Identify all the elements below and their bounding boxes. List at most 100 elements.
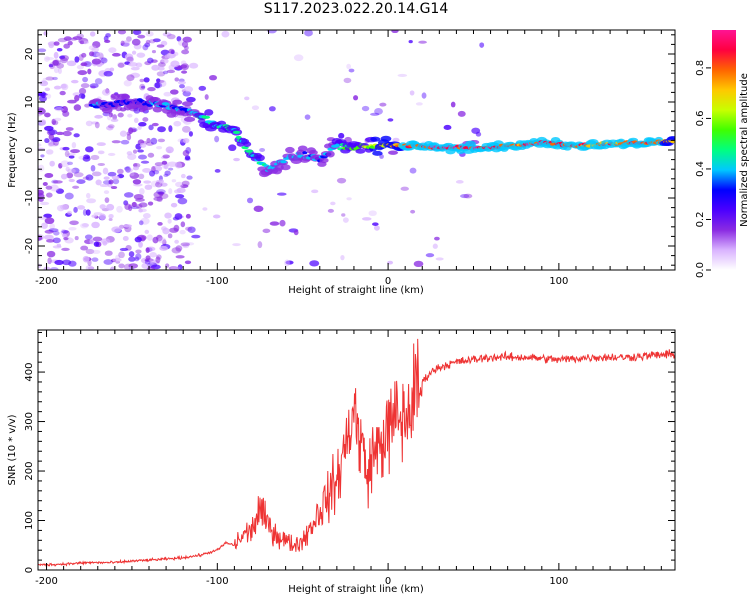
spectrogram-noise-mark xyxy=(63,36,72,41)
spectrogram-noise-mark xyxy=(146,266,155,270)
spectrogram-noise-mark xyxy=(126,56,134,62)
spectrogram-noise-mark xyxy=(387,118,394,122)
spectrogram-noise-mark xyxy=(133,107,141,114)
spectrogram-noise-mark xyxy=(120,40,125,46)
spectrogram-noise-mark xyxy=(126,74,135,82)
spectrogram-ytick-label: -10 xyxy=(24,190,35,206)
spectrogram-ridge-halo xyxy=(204,109,214,116)
spectrogram-noise-mark xyxy=(125,166,131,173)
spectrogram-noise-mark xyxy=(157,66,165,71)
spectrogram-noise-mark xyxy=(184,155,191,161)
spectrogram-noise-mark xyxy=(262,228,271,234)
spectrogram-noise-mark xyxy=(85,146,94,153)
spectrogram-noise-mark xyxy=(202,207,208,211)
spectrogram-noise-mark xyxy=(168,266,179,270)
spectrogram-noise-mark xyxy=(188,62,199,69)
spectrogram-noise-mark xyxy=(131,38,141,46)
spectrogram-noise-mark xyxy=(52,137,61,143)
spectrogram-noise-mark xyxy=(353,95,359,101)
spectrogram-noise-mark xyxy=(154,82,161,89)
spectrogram-noise-mark xyxy=(163,173,169,177)
spectrogram-noise-mark xyxy=(117,30,127,35)
spectrogram-noise-mark xyxy=(144,184,153,190)
spectrogram-noise-mark xyxy=(160,182,168,187)
spectrogram-noise-mark xyxy=(78,87,87,95)
spectrogram-noise-mark xyxy=(139,188,145,195)
spectrogram-noise-mark xyxy=(118,263,125,269)
spectrogram-noise-mark xyxy=(135,253,142,260)
spectrogram-noise-mark xyxy=(42,181,48,187)
spectrogram-noise-mark xyxy=(82,255,90,263)
spectrogram-noise-mark xyxy=(43,234,54,240)
spectrogram-noise-mark xyxy=(62,233,67,238)
colorbar-tick-label: 0.2 xyxy=(695,212,706,228)
spectrogram-noise-mark xyxy=(171,179,177,183)
spectrogram-noise-mark xyxy=(151,122,159,127)
spectrogram-noise-mark xyxy=(72,36,83,41)
spectrogram-noise-mark xyxy=(175,255,185,259)
spectrogram-noise-mark xyxy=(131,201,137,208)
spectrogram-noise-mark xyxy=(130,72,141,78)
spectrogram-noise-mark xyxy=(143,77,150,83)
spectrogram-ridge-halo xyxy=(297,145,308,152)
spectrogram-noise-mark xyxy=(74,56,80,63)
spectrogram-noise-mark xyxy=(330,201,336,206)
spectrogram-noise-mark xyxy=(304,30,313,37)
spectrogram-noise-mark xyxy=(62,110,70,117)
spectrogram-noise-mark xyxy=(180,221,186,228)
spectrogram-noise-mark xyxy=(268,106,276,112)
snr-ticks: -200 -100 0 100 0 100 200 300 400 xyxy=(24,330,675,587)
spectrogram-noise-mark xyxy=(43,213,53,218)
spectrogram-noise-mark xyxy=(103,259,113,265)
spectrogram-noise-mark xyxy=(76,179,86,184)
spectrogram-noise-mark xyxy=(38,197,44,202)
spectrogram-noise-mark xyxy=(379,102,387,107)
spectrogram-noise-mark xyxy=(93,241,100,247)
spectrogram-noise-mark xyxy=(128,251,135,258)
spectrogram-noise-mark xyxy=(175,245,183,252)
spectrogram-noise-mark xyxy=(51,118,57,125)
spectrogram-noise-mark xyxy=(293,229,299,236)
spectrogram-noise-mark xyxy=(91,221,100,229)
spectrogram-noise-mark xyxy=(122,235,129,241)
spectrogram-noise-mark xyxy=(62,146,70,151)
spectrogram-noise-mark xyxy=(73,206,78,213)
spectrogram-noise-mark xyxy=(157,138,166,143)
spectrogram-noise-mark xyxy=(104,39,111,43)
spectrogram-noise-mark xyxy=(153,196,163,202)
spectrogram-noise-mark xyxy=(90,121,99,125)
spectrogram-noise-mark xyxy=(77,205,86,210)
spectrogram-noise-mark xyxy=(54,259,64,266)
snr-xlabel: Height of straight line (km) xyxy=(288,584,424,595)
spectrogram-noise-mark xyxy=(106,203,115,211)
spectrogram-noise-mark xyxy=(463,193,473,199)
spectrogram-noise-mark xyxy=(47,257,52,265)
spectrogram-noise-mark xyxy=(168,188,173,195)
spectrogram-noise-mark xyxy=(130,206,140,210)
spectrogram-noise-mark xyxy=(94,78,103,85)
spectrogram-noise-mark xyxy=(361,217,372,221)
spectrogram-noise-mark xyxy=(112,178,120,185)
spectrogram-noise-mark xyxy=(107,171,117,177)
spectrogram-noise-mark xyxy=(117,168,124,175)
spectrogram-noise-mark xyxy=(149,252,157,258)
spectrogram-noise-mark xyxy=(82,156,91,162)
spectrogram-noise-mark xyxy=(38,263,42,268)
spectrogram-noise-mark xyxy=(68,178,75,183)
spectrogram-noise-mark xyxy=(67,161,74,166)
spectrogram-noise-mark xyxy=(88,51,95,57)
spectrogram-noise-mark xyxy=(61,230,69,234)
spectrogram-noise-mark xyxy=(145,31,154,37)
spectrogram-noise-mark xyxy=(338,132,345,139)
spectrogram-noise-mark xyxy=(221,30,230,38)
spectrogram-noise-mark xyxy=(149,170,156,177)
spectrogram-ridge-mark xyxy=(280,160,287,164)
spectrogram-noise-mark xyxy=(67,99,77,104)
spectrogram-noise-mark xyxy=(85,209,91,216)
spectrogram-noise-mark xyxy=(128,256,136,262)
spectrogram-noise-mark xyxy=(57,67,62,74)
spectrogram-noise-mark xyxy=(89,83,99,89)
spectrogram-noise-mark xyxy=(40,154,45,158)
spectrogram-noise-mark xyxy=(180,184,189,189)
spectrogram-noise-mark xyxy=(137,149,144,153)
